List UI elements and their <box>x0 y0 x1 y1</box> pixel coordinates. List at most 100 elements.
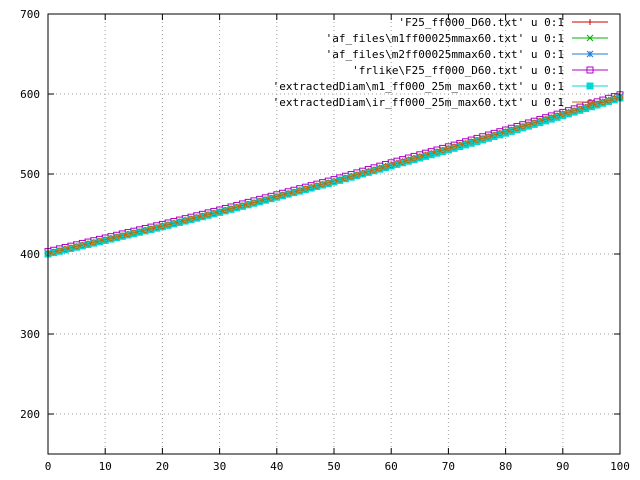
y-tick-label: 500 <box>20 168 40 181</box>
x-tick-label: 30 <box>213 460 226 473</box>
data-point <box>411 155 418 162</box>
data-point <box>405 157 412 164</box>
data-point <box>416 153 423 160</box>
data-point <box>228 205 235 212</box>
data-point <box>474 137 480 143</box>
data-point <box>605 97 612 104</box>
data-point <box>365 168 372 175</box>
data-point <box>451 143 458 150</box>
data-point <box>285 190 292 197</box>
data-point <box>216 208 223 215</box>
data-point <box>199 212 206 219</box>
data-point <box>353 171 360 178</box>
data-point <box>319 181 326 188</box>
data-point <box>586 66 594 74</box>
data-point <box>502 128 509 135</box>
data-point <box>193 214 200 221</box>
data-point <box>445 145 452 152</box>
data-point <box>239 202 246 209</box>
data-point <box>182 217 189 224</box>
data-point <box>119 232 126 239</box>
data-point <box>188 215 194 222</box>
data-point <box>153 224 160 231</box>
x-tick-label: 10 <box>99 460 112 473</box>
legend-entry: 'frlike\F25_ff000_D60.txt' u 0:1 <box>352 64 608 77</box>
legend-entry: 'extractedDiam\ir_ff000_25m_max60.txt' u… <box>273 96 608 109</box>
x-tick-label: 80 <box>499 460 512 473</box>
data-point <box>393 160 400 167</box>
data-point <box>479 135 486 142</box>
series-layer <box>44 91 624 258</box>
data-point <box>371 167 378 173</box>
data-point <box>554 112 561 119</box>
y-tick-label: 700 <box>20 8 40 21</box>
data-point <box>399 158 406 165</box>
series-line <box>47 96 621 254</box>
data-point <box>586 34 594 42</box>
data-point <box>491 131 498 138</box>
data-point <box>165 221 172 228</box>
data-point <box>102 236 109 243</box>
data-point <box>422 152 429 159</box>
data-point <box>336 176 343 183</box>
data-point <box>136 228 143 235</box>
data-point <box>382 163 389 170</box>
legend-entry: 'extractedDiam\m1_ff000_25m_max60.txt' u… <box>273 80 608 93</box>
data-point <box>587 19 593 25</box>
data-point <box>302 185 309 192</box>
data-point <box>85 240 92 247</box>
data-point <box>462 140 469 147</box>
data-point <box>313 182 320 189</box>
data-point <box>433 148 440 155</box>
legend-entry: 'af_files\m1ff00025mmax60.txt' u 0:1 <box>326 32 608 45</box>
data-point <box>428 150 435 157</box>
data-point <box>290 188 297 195</box>
data-point <box>233 204 240 211</box>
data-point <box>96 237 103 244</box>
data-point <box>594 100 601 107</box>
data-point <box>245 201 252 207</box>
data-point <box>142 227 149 234</box>
data-point <box>73 243 80 250</box>
data-point <box>210 210 217 217</box>
data-point <box>359 170 366 177</box>
legend-label: 'af_files\m2ff00025mmax60.txt' u 0:1 <box>326 48 564 61</box>
legend-label: 'extractedDiam\ir_ff000_25m_max60.txt' u… <box>273 96 564 109</box>
x-tick-label: 20 <box>156 460 169 473</box>
data-point <box>542 116 549 123</box>
data-point <box>222 207 229 214</box>
data-point <box>525 121 532 128</box>
data-point <box>176 218 183 225</box>
data-point <box>205 211 212 218</box>
x-tick-label: 100 <box>610 460 630 473</box>
data-point <box>279 191 286 198</box>
data-point <box>531 119 538 126</box>
data-point <box>519 123 526 130</box>
data-point <box>348 173 355 180</box>
data-point <box>611 95 618 102</box>
data-point <box>90 239 97 246</box>
series <box>45 94 623 257</box>
data-point <box>586 82 594 90</box>
data-point <box>331 178 337 185</box>
grid-layer <box>48 14 620 454</box>
data-point <box>250 199 257 206</box>
data-point <box>308 184 315 191</box>
legend-entry: 'F25_ff000_D60.txt' u 0:1 <box>398 16 608 29</box>
data-point <box>113 233 120 240</box>
data-point <box>256 197 263 204</box>
x-tick-label: 50 <box>327 460 340 473</box>
data-point <box>273 193 280 200</box>
data-point <box>296 187 303 194</box>
data-point <box>342 175 349 181</box>
data-point <box>565 109 572 116</box>
data-point <box>125 231 132 238</box>
data-point <box>159 223 166 229</box>
data-point <box>388 162 395 169</box>
x-tick-label: 90 <box>556 460 569 473</box>
plot-frame <box>47 13 621 455</box>
legend-label: 'frlike\F25_ff000_D60.txt' u 0:1 <box>352 64 564 77</box>
data-point <box>439 147 446 154</box>
data-point <box>130 229 137 236</box>
